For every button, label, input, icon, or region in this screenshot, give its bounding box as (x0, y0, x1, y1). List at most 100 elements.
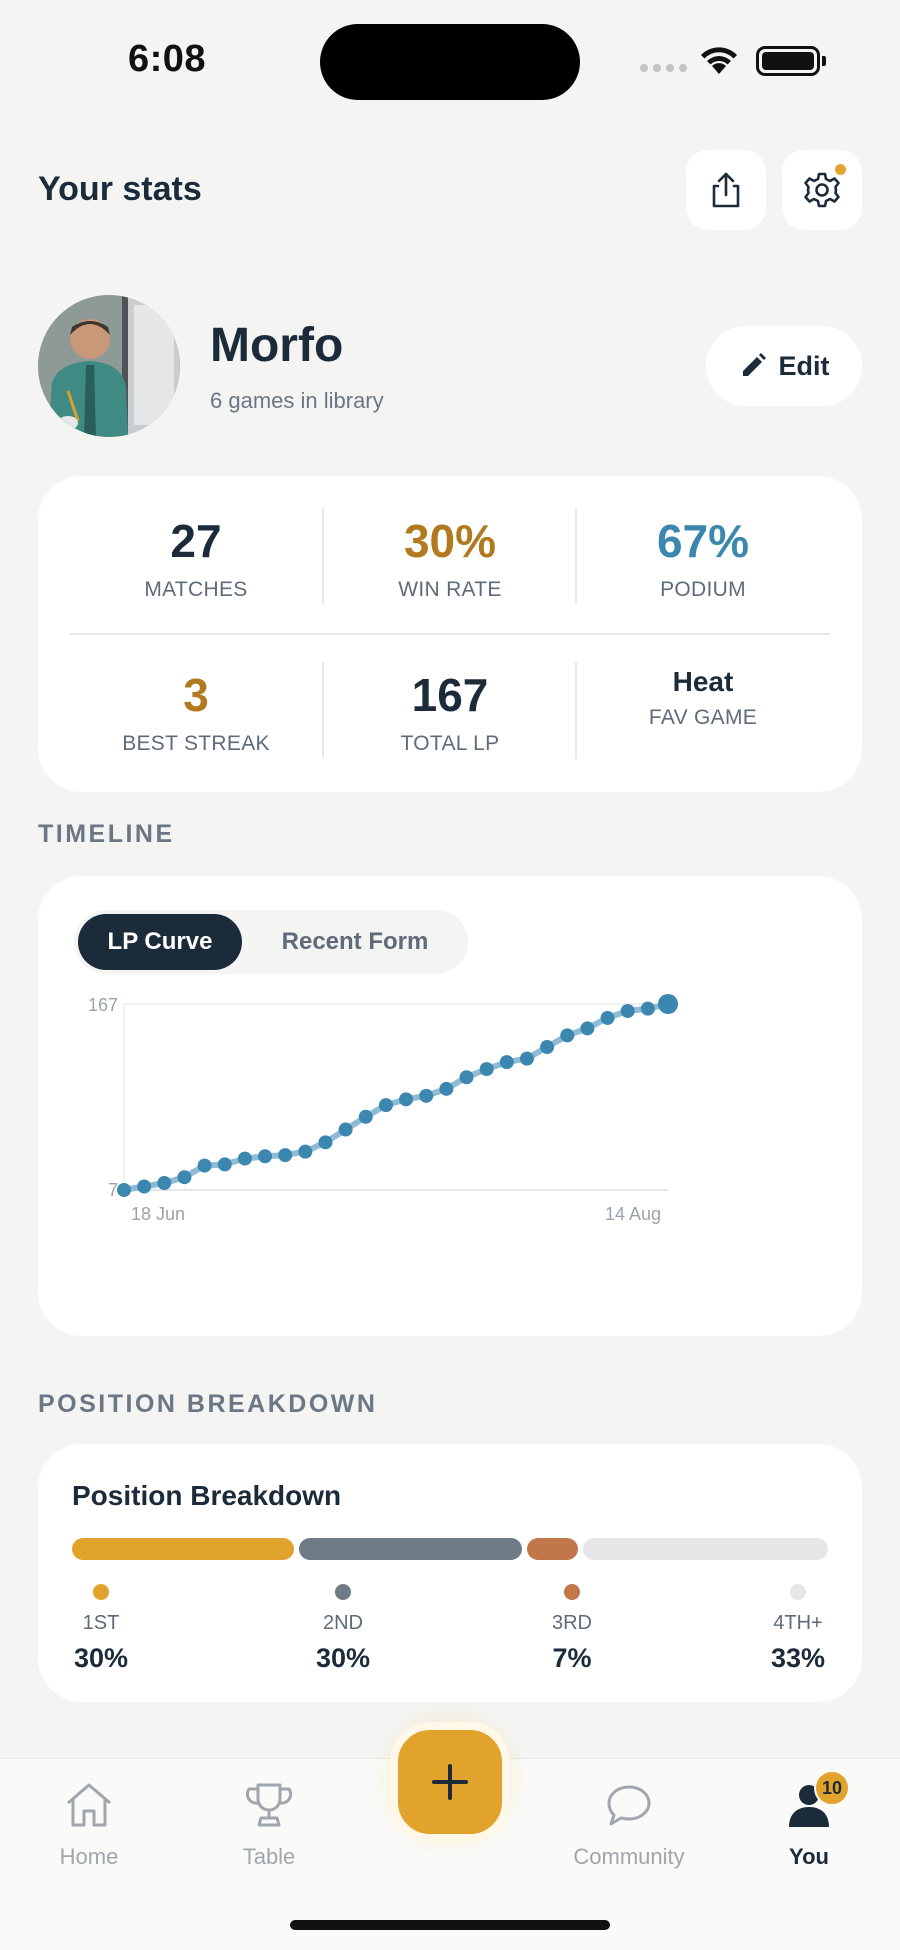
position-dot (335, 1584, 351, 1600)
position-dot (790, 1584, 806, 1600)
data-point (278, 1148, 293, 1163)
home-icon (67, 1783, 111, 1827)
position-bar-segment (72, 1538, 295, 1560)
position-bar-segment (526, 1538, 579, 1560)
battery-icon (756, 46, 820, 76)
data-point (640, 1001, 655, 1016)
data-point (157, 1176, 172, 1191)
plus-icon (432, 1764, 468, 1800)
stat-podium: 67% PODIUM (578, 518, 828, 602)
tab-table[interactable]: Table (199, 1781, 339, 1870)
tab-bar: Home Table Community You (0, 1758, 900, 1950)
lp-curve-chart: 167 7 18 Jun 14 Aug (88, 994, 678, 1224)
tab-lp-curve[interactable]: LP Curve (78, 914, 242, 970)
notification-dot (835, 164, 846, 175)
edit-profile-button[interactable]: Edit (706, 326, 862, 406)
data-point (439, 1081, 454, 1096)
data-point (580, 1021, 595, 1036)
position-item: 3RD 7% (512, 1584, 632, 1674)
stat-label: WIN RATE (398, 578, 502, 601)
position-item: 4TH+ 33% (738, 1584, 858, 1674)
position-breakdown-card: Position Breakdown 1ST 30% 2ND 30% 3RD 7% 4TH+… (38, 1444, 862, 1702)
chat-bubble-icon (607, 1785, 651, 1826)
data-point (298, 1144, 313, 1159)
stat-label: TOTAL LP (400, 732, 500, 755)
position-label: 1ST (82, 1612, 120, 1634)
data-point (358, 1109, 373, 1124)
position-dot (564, 1584, 580, 1600)
tab-home[interactable]: Home (19, 1781, 159, 1870)
data-point (137, 1179, 152, 1194)
x-tick-label: 14 Aug (605, 1204, 661, 1224)
timeline-section-label: TIMELINE (38, 820, 175, 848)
stat-fav-game: Heat FAV GAME (578, 668, 828, 730)
stat-win-rate: 30% WIN RATE (325, 518, 575, 602)
notification-badge: 10 (814, 1770, 850, 1806)
dynamic-island (320, 24, 580, 100)
stat-value: 3 (183, 669, 209, 721)
settings-button[interactable] (782, 150, 862, 230)
profile-library-count: 6 games in library (210, 388, 384, 413)
position-percent: 33% (770, 1643, 826, 1673)
data-point (479, 1062, 494, 1077)
timeline-segmented-control: LP Curve Recent Form (74, 910, 468, 974)
stat-best-streak: 3 BEST STREAK (71, 672, 321, 756)
data-point (459, 1070, 474, 1085)
stat-value: 67% (656, 515, 750, 567)
data-point (318, 1135, 333, 1150)
position-bar-segment (583, 1538, 828, 1560)
position-bar-segment (299, 1538, 522, 1560)
divider (70, 633, 830, 635)
data-point (237, 1151, 252, 1166)
data-point (258, 1149, 273, 1164)
pencil-icon (742, 353, 766, 376)
data-point (217, 1157, 232, 1172)
data-point (600, 1010, 615, 1025)
share-icon (712, 172, 740, 208)
divider (575, 662, 577, 758)
tab-you[interactable]: You (739, 1781, 879, 1870)
data-point (177, 1170, 192, 1185)
data-point (338, 1122, 353, 1137)
data-point (197, 1158, 212, 1173)
y-tick-label: 7 (108, 1180, 118, 1200)
position-label: 4TH+ (773, 1612, 823, 1634)
data-point (560, 1028, 575, 1043)
tab-community[interactable]: Community (559, 1781, 699, 1870)
stat-total-lp: 167 TOTAL LP (325, 672, 575, 756)
position-dot (93, 1584, 109, 1600)
edit-label: Edit (778, 350, 830, 381)
data-point (117, 1183, 131, 1197)
tab-label: You (789, 1844, 829, 1869)
data-point (620, 1003, 635, 1018)
stat-label: MATCHES (144, 578, 248, 601)
profile-name: Morfo (210, 319, 344, 372)
timeline-card: LP Curve Recent Form 167 7 18 Jun 14 Aug (38, 876, 862, 1336)
data-point (499, 1055, 514, 1070)
position-percent: 7% (552, 1643, 592, 1673)
position-item: 2ND 30% (283, 1584, 403, 1674)
stat-label: PODIUM (660, 578, 746, 601)
add-match-button[interactable] (390, 1722, 510, 1842)
series-line (121, 1001, 671, 1193)
data-point (658, 994, 678, 1014)
data-point (419, 1088, 434, 1103)
stat-matches: 27 MATCHES (71, 518, 321, 602)
y-tick-label: 167 (88, 995, 118, 1015)
stat-label: FAV GAME (648, 706, 758, 729)
share-button[interactable] (686, 150, 766, 230)
divider (322, 508, 324, 604)
avatar[interactable] (38, 295, 180, 437)
status-time: 6:08 (128, 38, 207, 80)
stat-value: 30% (403, 515, 497, 567)
tab-recent-form[interactable]: Recent Form (281, 928, 429, 955)
divider (575, 508, 577, 604)
tab-label: Table (242, 1844, 296, 1869)
stat-label: BEST STREAK (122, 732, 270, 755)
wifi-icon (701, 47, 737, 74)
home-indicator (290, 1920, 610, 1930)
cellular-signal-icon (640, 64, 687, 72)
x-tick-label: 18 Jun (131, 1204, 185, 1224)
position-label: 2ND (322, 1612, 363, 1634)
stat-value: 167 (411, 669, 489, 721)
